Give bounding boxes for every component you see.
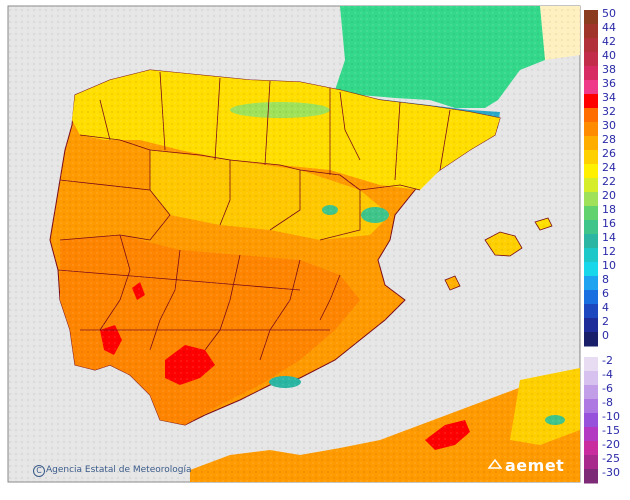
legend-tick-label: 0 <box>602 329 609 342</box>
legend-swatch-cold <box>584 413 598 428</box>
legend-tick-label: -10 <box>602 410 620 423</box>
legend-swatch-warm <box>584 80 598 95</box>
france-warm-strip <box>540 6 580 60</box>
legend-tick-label: 22 <box>602 175 616 188</box>
legend-swatch-warm <box>584 10 598 25</box>
legend-tick-label: 44 <box>602 21 616 34</box>
legend-swatch-warm <box>584 304 598 319</box>
legend-swatch-warm <box>584 206 598 221</box>
legend-tick-label: 24 <box>602 161 616 174</box>
legend-tick-label: 18 <box>602 203 616 216</box>
legend-tick-label: 34 <box>602 91 616 104</box>
legend-swatch-cold <box>584 357 598 372</box>
legend-swatch-warm <box>584 262 598 277</box>
legend-tick-label: 8 <box>602 273 609 286</box>
north-africa-cool-spot <box>545 415 565 425</box>
agency-credit: Agencia Estatal de Meteorología <box>46 465 192 475</box>
cool-patch-cantabria <box>230 102 330 118</box>
legend-tick-label: 50 <box>602 7 616 20</box>
legend-swatch-warm <box>584 66 598 81</box>
legend-tick-label: 42 <box>602 35 616 48</box>
legend-tick-label: 36 <box>602 77 616 90</box>
legend-swatch-cold <box>584 427 598 442</box>
legend-swatch-warm <box>584 164 598 179</box>
legend-swatch-warm <box>584 234 598 249</box>
aemet-logo-icon <box>488 459 502 469</box>
legend-cold-scale <box>584 357 598 484</box>
legend-tick-label: -6 <box>602 382 613 395</box>
legend-swatch-warm <box>584 136 598 151</box>
legend-swatch-warm <box>584 24 598 39</box>
legend-tick-label: -20 <box>602 438 620 451</box>
legend-tick-label: 28 <box>602 133 616 146</box>
legend-tick-label: -30 <box>602 466 620 479</box>
legend-tick-label: 10 <box>602 259 616 272</box>
legend-tick-label: 12 <box>602 245 616 258</box>
legend-tick-label: 30 <box>602 119 616 132</box>
copyright-icon: C <box>33 465 45 477</box>
legend-tick-label: 38 <box>602 63 616 76</box>
legend-tick-label: 32 <box>602 105 616 118</box>
legend-tick-label: -15 <box>602 424 620 437</box>
legend-swatch-warm <box>584 52 598 67</box>
legend-swatch-cold <box>584 469 598 484</box>
legend-swatch-warm <box>584 332 598 347</box>
legend-swatch-warm <box>584 220 598 235</box>
legend-swatch-warm <box>584 122 598 137</box>
cool-patch-central <box>322 205 338 215</box>
legend-swatch-warm <box>584 192 598 207</box>
legend-swatch-warm <box>584 290 598 305</box>
legend-swatch-warm <box>584 38 598 53</box>
legend-swatch-warm <box>584 178 598 193</box>
legend-swatch-cold <box>584 455 598 470</box>
legend-swatch-cold <box>584 371 598 386</box>
legend-swatch-cold <box>584 441 598 456</box>
cool-patch-sierra-nevada <box>269 376 301 388</box>
legend-swatch-warm <box>584 94 598 109</box>
legend-tick-label: 16 <box>602 217 616 230</box>
aemet-logo: aemet <box>505 456 565 475</box>
cool-patch-iberian-system <box>361 207 389 223</box>
legend-tick-label: 14 <box>602 231 616 244</box>
legend-tick-label: 40 <box>602 49 616 62</box>
legend-tick-label: 26 <box>602 147 616 160</box>
legend-tick-label: 2 <box>602 315 609 328</box>
legend-swatch-warm <box>584 108 598 123</box>
legend-swatch-warm <box>584 150 598 165</box>
legend-swatch-warm <box>584 318 598 333</box>
legend-tick-label: 6 <box>602 287 609 300</box>
legend-swatch-cold <box>584 385 598 400</box>
legend-tick-label: 4 <box>602 301 609 314</box>
legend-tick-label: -25 <box>602 452 620 465</box>
legend-warm-scale <box>584 10 598 347</box>
legend-tick-label: 20 <box>602 189 616 202</box>
legend-tick-label: -8 <box>602 396 613 409</box>
legend-swatch-warm <box>584 276 598 291</box>
legend-tick-label: -2 <box>602 354 613 367</box>
legend-swatch-cold <box>584 399 598 414</box>
legend-swatch-warm <box>584 248 598 263</box>
legend-tick-label: -4 <box>602 368 613 381</box>
